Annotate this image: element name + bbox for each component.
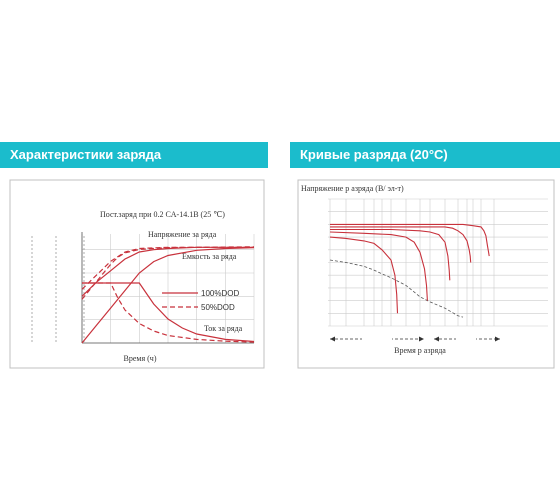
charge-chart-xlabel: Время (ч) bbox=[124, 354, 157, 363]
discharge-series-line bbox=[330, 228, 451, 281]
discharge-chart-grid bbox=[328, 198, 548, 327]
charge-series-capacity-dashed bbox=[81, 246, 255, 300]
charge-chart-series bbox=[81, 246, 255, 344]
hours-bracket-arrow-left bbox=[434, 336, 439, 342]
charge-chart-frame bbox=[9, 179, 265, 369]
charge-series-capacity-solid bbox=[81, 247, 255, 344]
charge-characteristics-chart: Пост.заряд при 0.2 CA-14.1В (25 ℃) Напря… bbox=[9, 179, 265, 369]
discharge-series-line bbox=[330, 226, 472, 263]
discharge-series-line bbox=[330, 223, 490, 257]
section-heading-charge: Характеристики заряда bbox=[0, 142, 268, 168]
annotation-current: Ток за ряда bbox=[204, 324, 243, 333]
section-heading-discharge: Кривые разряда (20°C) bbox=[290, 142, 560, 168]
charge-series-current-dashed bbox=[82, 282, 255, 343]
discharge-chart-title: Напряжение р азряда (В/ эл-т) bbox=[301, 184, 404, 193]
hours-bracket-arrow-right bbox=[495, 336, 500, 342]
discharge-curves-chart: Напряжение р азряда (В/ эл-т) Время р аз… bbox=[297, 179, 555, 369]
minutes-label-backdrop bbox=[362, 333, 392, 344]
charge-series-current-solid bbox=[82, 282, 255, 343]
charge-series-voltage-solid bbox=[81, 246, 254, 297]
legend-label-100dod: 100%DOD bbox=[201, 289, 239, 298]
discharge-chart-series bbox=[329, 223, 490, 318]
discharge-chart-xlabel: Время р азряда bbox=[394, 346, 446, 355]
charge-chart-title: Пост.заряд при 0.2 CA-14.1В (25 ℃) bbox=[100, 210, 225, 219]
charge-chart-legend: 100%DOD 50%DOD bbox=[162, 289, 239, 312]
annotation-capacity: Емкость за ряда bbox=[182, 252, 237, 261]
discharge-cutoff-line bbox=[329, 259, 464, 318]
discharge-chart-units bbox=[330, 333, 500, 344]
annotation-voltage: Напряжение за ряда bbox=[148, 230, 217, 239]
minutes-bracket-arrow-right bbox=[419, 336, 424, 342]
discharge-chart-frame bbox=[297, 179, 555, 369]
hours-label-backdrop bbox=[456, 333, 476, 344]
legend-label-50dod: 50%DOD bbox=[201, 303, 235, 312]
discharge-series-line bbox=[329, 236, 399, 314]
discharge-series-line bbox=[329, 231, 428, 301]
minutes-bracket-arrow-left bbox=[330, 336, 335, 342]
